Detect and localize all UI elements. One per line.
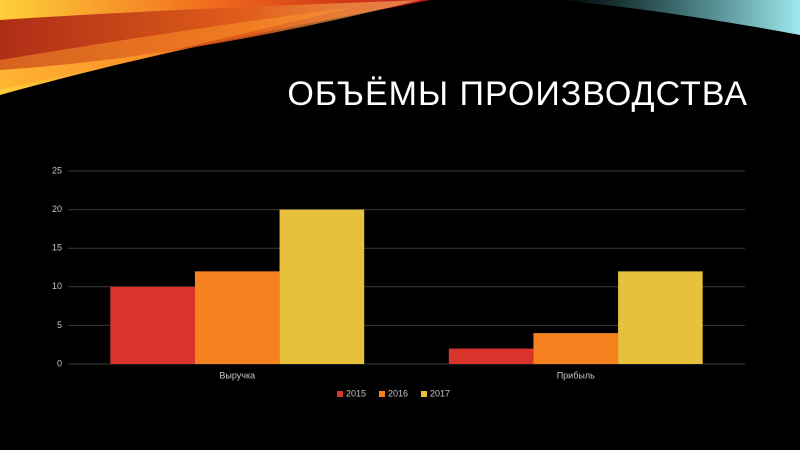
legend-label: 2017 [430, 388, 450, 398]
legend-label: 2016 [388, 388, 408, 398]
bar [448, 348, 534, 364]
y-tick-label: 5 [57, 320, 62, 330]
legend-swatch [421, 391, 427, 397]
y-tick-label: 10 [52, 281, 62, 291]
y-tick-label: 15 [52, 243, 62, 253]
chart-title: ОБЪЁМЫ ПРОИЗВОДСТВА [287, 75, 748, 113]
bar [194, 271, 280, 364]
x-tick-label: Выручка [219, 370, 255, 380]
y-tick-label: 0 [57, 358, 62, 368]
decor-swoosh [560, 0, 800, 35]
x-tick-label: Прибыль [557, 370, 595, 380]
bar [533, 333, 619, 364]
decor-swoosh [0, 8, 350, 90]
legend-swatch [379, 391, 385, 397]
y-tick-label: 25 [52, 165, 62, 175]
bar [618, 271, 703, 364]
y-tick-label: 20 [52, 204, 62, 214]
legend-swatch [337, 391, 343, 397]
bar [279, 209, 365, 364]
legend-label: 2015 [346, 388, 366, 398]
bar [110, 286, 195, 364]
